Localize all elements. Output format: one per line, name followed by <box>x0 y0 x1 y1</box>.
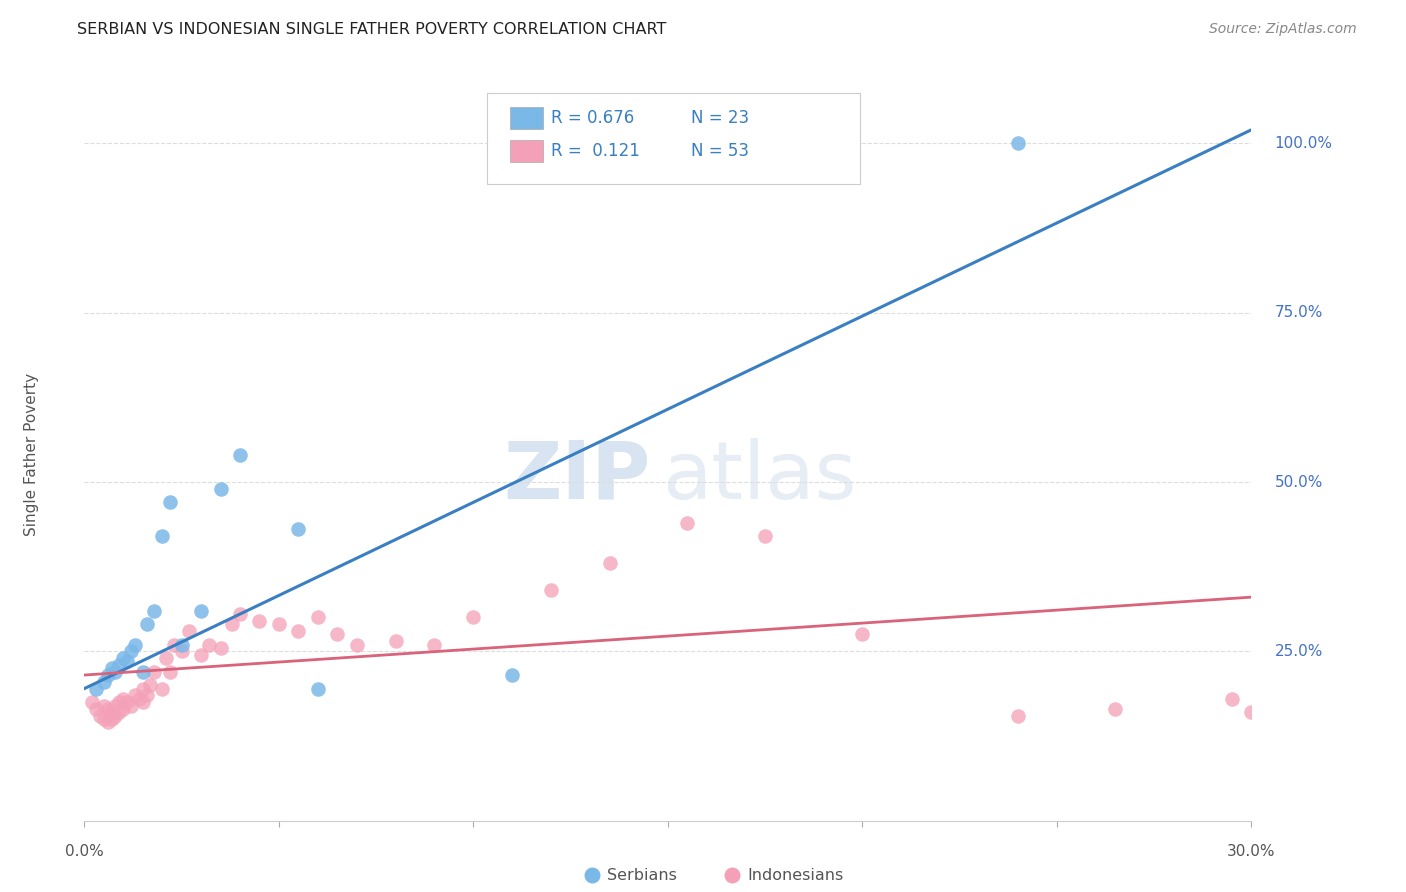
Point <box>209 640 232 655</box>
Point <box>100 712 122 726</box>
Point <box>287 624 309 638</box>
Point <box>135 689 157 703</box>
Text: 25.0%: 25.0% <box>1275 644 1323 659</box>
FancyBboxPatch shape <box>510 140 543 162</box>
Point <box>132 681 155 696</box>
Text: N = 53: N = 53 <box>692 142 749 160</box>
Point <box>112 651 135 665</box>
Point <box>198 638 221 652</box>
Text: N = 23: N = 23 <box>692 109 749 127</box>
Text: R = 0.676: R = 0.676 <box>551 109 634 127</box>
Point <box>190 648 212 662</box>
Point <box>132 665 155 679</box>
Point <box>97 715 120 730</box>
Point <box>143 604 166 618</box>
Point <box>1104 702 1126 716</box>
Point <box>150 529 173 543</box>
Point <box>1007 708 1029 723</box>
Point <box>1240 706 1263 720</box>
Point <box>170 638 193 652</box>
Text: ZIP: ZIP <box>503 438 651 516</box>
Text: SERBIAN VS INDONESIAN SINGLE FATHER POVERTY CORRELATION CHART: SERBIAN VS INDONESIAN SINGLE FATHER POVE… <box>77 22 666 37</box>
Point <box>139 678 162 692</box>
Point <box>501 668 523 682</box>
Point <box>540 583 562 598</box>
Point <box>84 702 107 716</box>
Text: 50.0%: 50.0% <box>1275 475 1323 490</box>
Text: 30.0%: 30.0% <box>1227 845 1275 859</box>
Point <box>159 665 181 679</box>
Point <box>93 698 115 713</box>
Point <box>307 681 329 696</box>
Point <box>135 617 157 632</box>
Text: 100.0%: 100.0% <box>1275 136 1333 151</box>
Point <box>1220 691 1243 706</box>
Point <box>229 607 252 621</box>
Point <box>1007 136 1029 151</box>
Point <box>209 482 232 496</box>
Point <box>150 681 173 696</box>
Point <box>384 634 406 648</box>
Point <box>190 604 212 618</box>
Point <box>104 708 127 723</box>
Point <box>599 556 621 570</box>
Text: atlas: atlas <box>662 438 856 516</box>
Point <box>112 702 135 716</box>
Point <box>84 681 107 696</box>
Point <box>100 661 122 675</box>
FancyBboxPatch shape <box>510 108 543 129</box>
Point <box>170 644 193 658</box>
Point <box>120 644 142 658</box>
Point <box>463 610 485 624</box>
Point <box>221 617 243 632</box>
Point <box>143 665 166 679</box>
Text: Indonesians: Indonesians <box>747 868 844 883</box>
Point <box>97 702 120 716</box>
Point <box>108 706 131 720</box>
Point <box>179 624 201 638</box>
Point <box>82 695 104 709</box>
Point <box>108 657 131 672</box>
Point <box>89 708 111 723</box>
Point <box>100 706 122 720</box>
Point <box>676 516 699 530</box>
Point <box>132 695 155 709</box>
Point <box>93 712 115 726</box>
Point <box>267 617 290 632</box>
Point <box>104 665 127 679</box>
Point <box>112 691 135 706</box>
Text: Single Father Poverty: Single Father Poverty <box>24 374 39 536</box>
Point <box>108 695 131 709</box>
Point <box>124 638 146 652</box>
Text: 75.0%: 75.0% <box>1275 305 1323 320</box>
Text: 0.0%: 0.0% <box>65 845 104 859</box>
Point <box>326 627 349 641</box>
Point <box>159 495 181 509</box>
Point <box>155 651 177 665</box>
Point <box>423 638 446 652</box>
Point <box>128 691 150 706</box>
Point <box>97 668 120 682</box>
Text: R =  0.121: R = 0.121 <box>551 142 640 160</box>
Point <box>124 689 146 703</box>
Text: Serbians: Serbians <box>607 868 678 883</box>
FancyBboxPatch shape <box>486 93 860 185</box>
Point <box>229 448 252 462</box>
Point <box>93 674 115 689</box>
Point <box>287 523 309 537</box>
Point <box>120 698 142 713</box>
Point <box>346 638 368 652</box>
Point <box>104 698 127 713</box>
Point <box>851 627 873 641</box>
Text: Source: ZipAtlas.com: Source: ZipAtlas.com <box>1209 22 1357 37</box>
Point <box>115 655 138 669</box>
Point <box>115 695 138 709</box>
Point <box>247 614 270 628</box>
Point <box>163 638 186 652</box>
Point <box>754 529 776 543</box>
Point <box>307 610 329 624</box>
